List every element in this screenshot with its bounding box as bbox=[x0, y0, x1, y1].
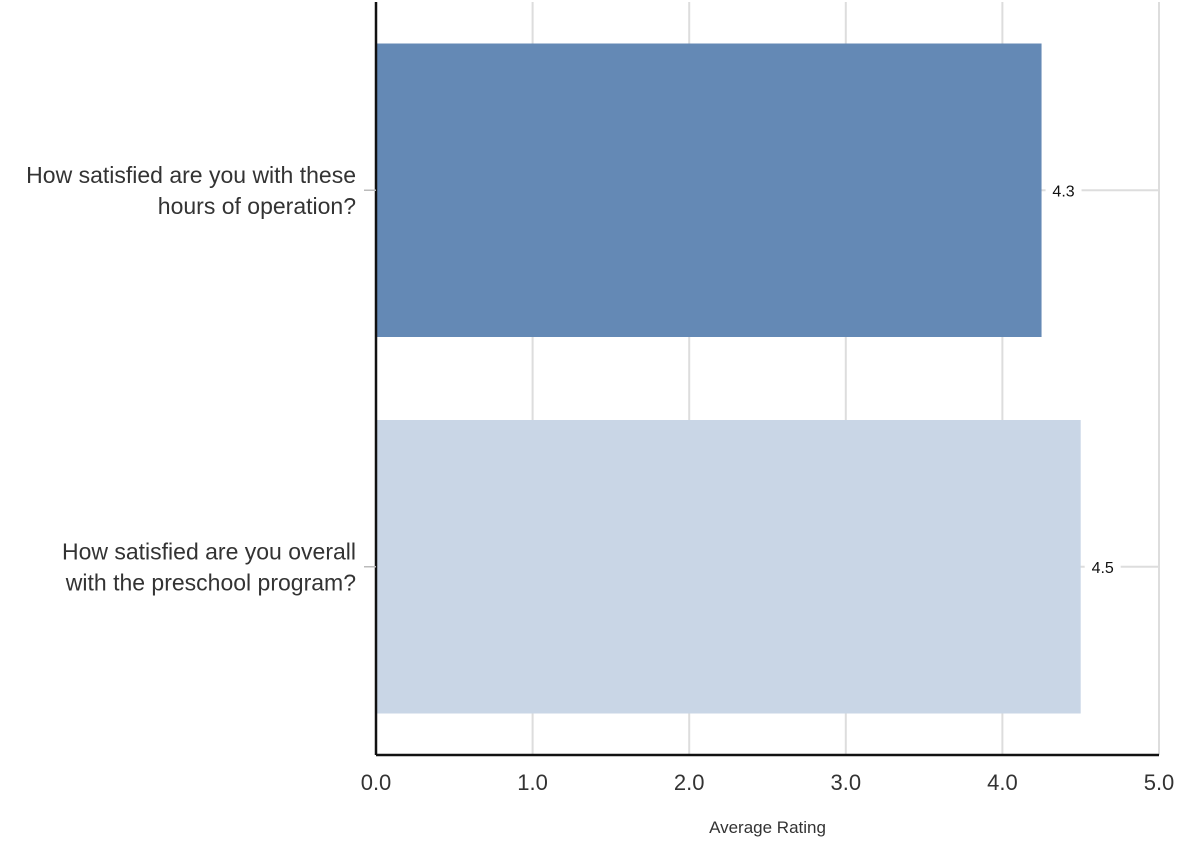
value-label-background bbox=[1045, 179, 1082, 202]
x-tick-label: 2.0 bbox=[674, 770, 705, 795]
bar bbox=[376, 420, 1081, 714]
value-label-background bbox=[1084, 555, 1121, 578]
x-tick-label: 1.0 bbox=[517, 770, 548, 795]
x-tick-label: 0.0 bbox=[361, 770, 392, 795]
x-axis-title: Average Rating bbox=[709, 818, 826, 837]
y-category-label: How satisfied are you with these hours of… bbox=[26, 162, 356, 219]
x-tick-label: 3.0 bbox=[831, 770, 862, 795]
x-tick-label: 4.0 bbox=[987, 770, 1018, 795]
value-label: 4.3 bbox=[1052, 183, 1074, 200]
y-category-label: How satisfied are you overall with the pr… bbox=[62, 538, 356, 595]
value-label: 4.5 bbox=[1092, 560, 1114, 577]
bars bbox=[376, 43, 1081, 714]
x-tick-label: 5.0 bbox=[1144, 770, 1175, 795]
bar bbox=[376, 43, 1042, 337]
axes bbox=[374, 2, 1159, 757]
labels: 0.0 1.0 2.0 3.0 4.0 5.0 4.3 How satisfied are y… bbox=[26, 162, 1174, 795]
